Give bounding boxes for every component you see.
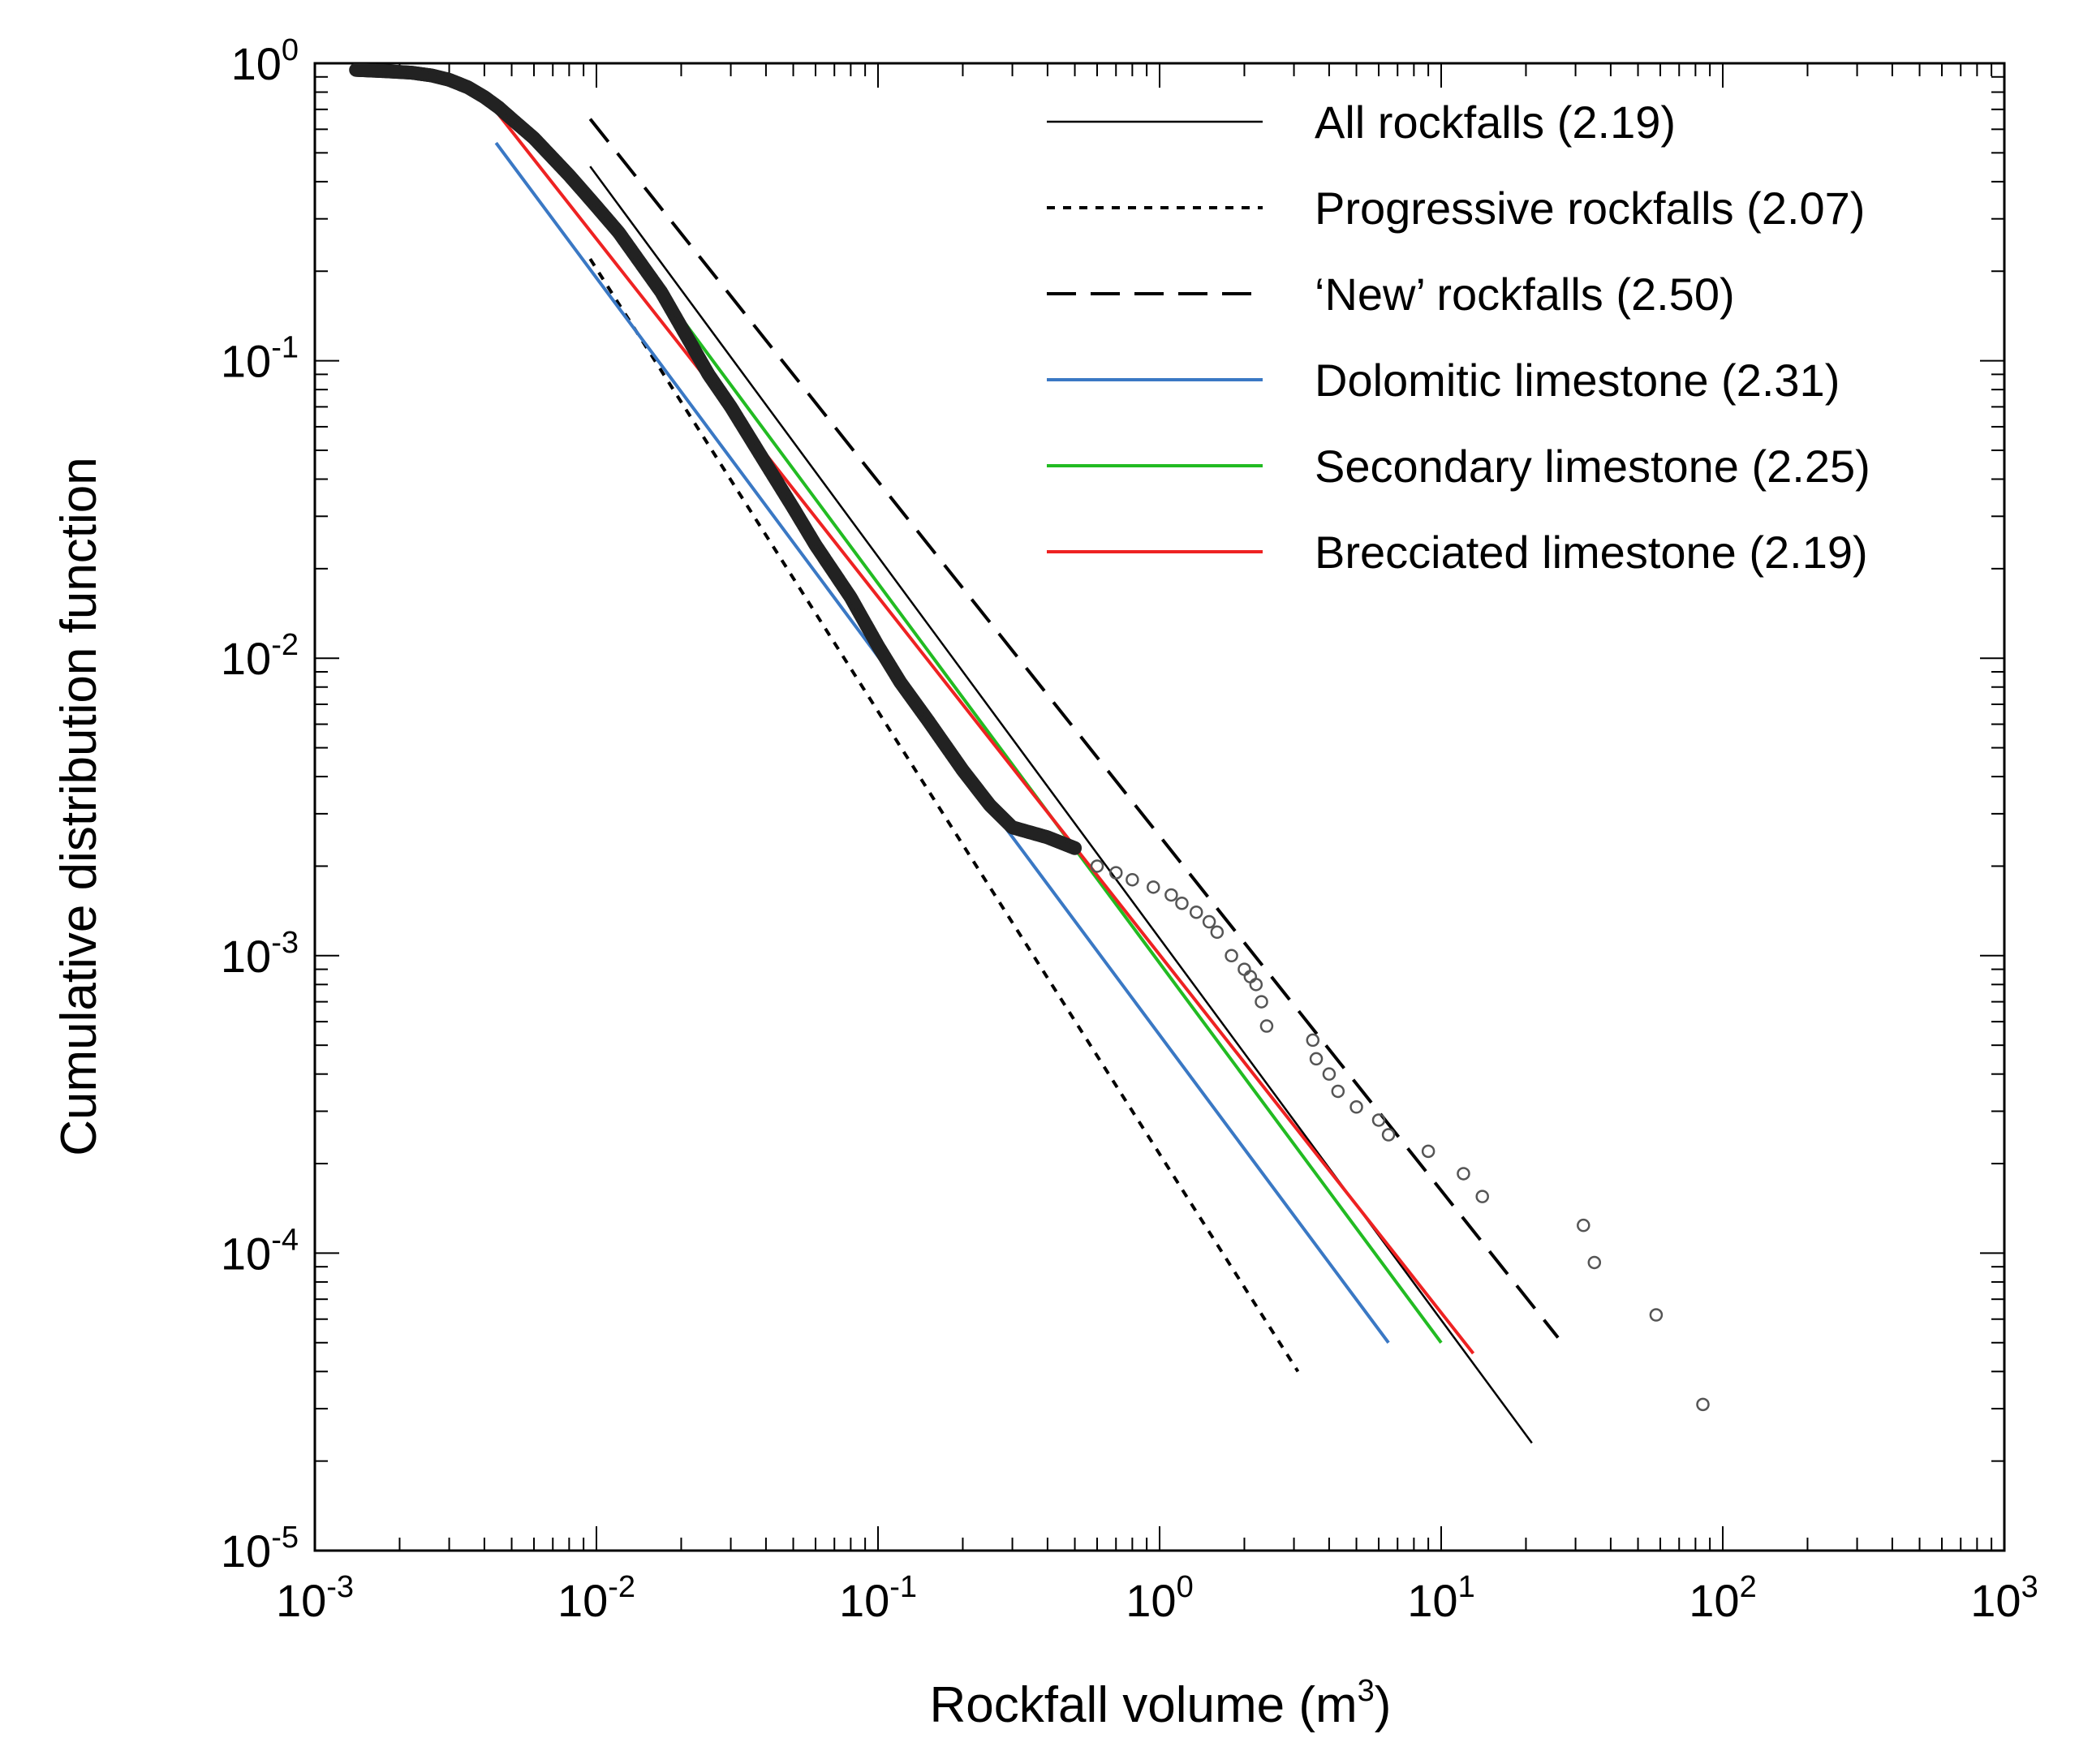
legend-label-2: Progressive rockfalls (2.07) [1315, 183, 1865, 234]
legend-label-1: All rockfalls (2.19) [1315, 97, 1676, 148]
data-point [1306, 1033, 1320, 1048]
y-axis-tick-labels: 100 10-1 10-2 10-3 10-4 10-5 [221, 33, 299, 1577]
data-point [1175, 896, 1189, 910]
fit-lines [494, 110, 1560, 1444]
data-point [1243, 970, 1258, 983]
x-tick-label: 100 [1126, 1570, 1193, 1626]
data-point [1068, 841, 1083, 855]
legend-label-6: Brecciated limestone (2.19) [1315, 527, 1868, 578]
x-tick-label: 10-1 [839, 1570, 917, 1626]
y-tick-label: 100 [231, 33, 299, 89]
fit-line-6 [494, 110, 1475, 1355]
data-point [1577, 1218, 1590, 1233]
data-point [1238, 962, 1251, 976]
x-tick-label: 101 [1407, 1570, 1474, 1626]
data-point [1189, 905, 1203, 919]
data-point [1696, 1397, 1710, 1412]
y-tick-label: 10-3 [221, 926, 299, 982]
data-point [1147, 880, 1160, 894]
data-point [1421, 1144, 1436, 1159]
axis-ticks [314, 63, 2004, 1551]
data-point [1587, 1255, 1602, 1270]
data-point [1475, 1190, 1489, 1203]
legend: All rockfalls (2.19) Progressive rockfall… [1047, 97, 1870, 578]
data-point [1381, 1128, 1396, 1142]
data-point [1259, 1019, 1274, 1033]
data-point [1371, 1113, 1386, 1127]
x-axis-title: Rockfall volume (m3) [930, 1674, 1392, 1733]
data-point [1225, 949, 1238, 963]
data-point [1649, 1308, 1664, 1322]
data-point [1457, 1167, 1470, 1181]
data-point [1108, 866, 1123, 880]
x-axis-tick-labels: 10-3 10-2 10-1 100 101 102 103 [276, 1570, 2038, 1626]
x-tick-label: 10-3 [276, 1570, 354, 1626]
y-tick-label: 10-1 [221, 331, 299, 387]
legend-label-3: ‘New’ rockfalls (2.50) [1315, 269, 1735, 320]
y-tick-label: 10-4 [221, 1223, 299, 1279]
data-points [349, 63, 1710, 1412]
data-point [1210, 925, 1225, 940]
data-point [1349, 1100, 1363, 1114]
x-tick-label: 102 [1689, 1570, 1756, 1626]
x-tick-label: 10-2 [557, 1570, 635, 1626]
data-point [1255, 995, 1268, 1009]
data-point [1249, 978, 1263, 992]
legend-label-5: Secondary limestone (2.25) [1315, 441, 1870, 492]
y-tick-label: 10-2 [221, 628, 299, 684]
data-point [1164, 888, 1178, 902]
fit-line-5 [588, 194, 1443, 1344]
y-axis-title: Cumulative distribution function [51, 457, 107, 1156]
data-point [1126, 872, 1139, 887]
legend-label-4: Dolomitic limestone (2.31) [1315, 355, 1840, 406]
data-point [1322, 1067, 1336, 1081]
fit-line-2 [588, 257, 1300, 1373]
data-point [1202, 914, 1216, 929]
data-point [1309, 1052, 1324, 1066]
data-point [1090, 859, 1104, 873]
x-tick-label: 103 [1970, 1570, 2038, 1626]
data-point [1331, 1084, 1345, 1099]
fit-line-3 [588, 118, 1560, 1339]
y-tick-label: 10-5 [221, 1521, 299, 1577]
plot-frame [313, 62, 2006, 1552]
